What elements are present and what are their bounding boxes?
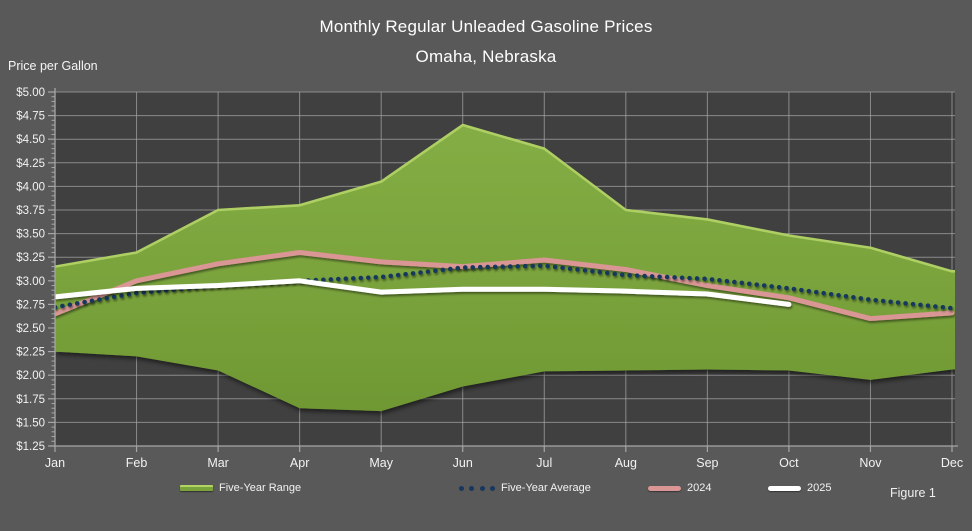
x-axis-month-label: Sep <box>696 456 718 470</box>
y-axis-tick-label: $3.50 <box>16 229 45 241</box>
five-year-range-top-edge <box>55 123 955 273</box>
y-axis-tick-label: $4.50 <box>16 134 45 146</box>
legend-label: 2025 <box>807 482 832 494</box>
figure-caption: Figure 1 <box>890 486 936 500</box>
chart-title: Monthly Regular Unleaded Gasoline Prices… <box>0 12 972 72</box>
five-year-average-swatch <box>459 485 495 491</box>
chart-title-line1: Monthly Regular Unleaded Gasoline Prices <box>319 17 653 36</box>
legend-label: Five-Year Range <box>219 482 302 494</box>
x-axis-month-label: Nov <box>859 456 882 470</box>
y-axis-title: Price per Gallon <box>8 59 98 73</box>
y-axis-tick-label: $1.50 <box>16 417 45 429</box>
y-axis-tick-label: $4.75 <box>16 111 45 123</box>
y-axis-tick-label: $1.75 <box>16 394 45 406</box>
five-year-range-swatch <box>180 485 213 491</box>
x-axis-month-label: Dec <box>941 456 963 470</box>
y-axis-tick-label: $3.75 <box>16 205 45 217</box>
x-axis-month-label: May <box>369 456 393 470</box>
legend-item-2024: 2024 <box>648 481 711 495</box>
series-2024-swatch <box>648 485 681 491</box>
y-axis-tick-label: $2.00 <box>16 370 45 382</box>
y-axis-tick-label: $4.25 <box>16 158 45 170</box>
y-axis-tick-label: $2.75 <box>16 299 45 311</box>
five-year-range-band <box>55 125 955 412</box>
x-axis-month-label: Aug <box>615 456 637 470</box>
x-axis-month-label: Jan <box>45 456 65 470</box>
x-axis-month-label: Apr <box>290 456 309 470</box>
legend-item-five-year-average: Five-Year Average <box>459 481 591 495</box>
y-axis-tick-label: $2.50 <box>16 323 45 335</box>
x-axis-month-label: Mar <box>207 456 229 470</box>
x-axis-month-label: Feb <box>126 456 148 470</box>
x-axis-month-label: Jul <box>536 456 552 470</box>
legend-item-2025: 2025 <box>768 481 831 495</box>
series-2024-line <box>55 249 955 322</box>
y-axis-tick-label: $2.25 <box>16 347 45 359</box>
y-axis-tick-label: $3.00 <box>16 276 45 288</box>
legend-item-five-year-range: Five-Year Range <box>180 481 301 495</box>
series-2025-swatch <box>768 485 801 491</box>
x-axis-month-label: Oct <box>779 456 799 470</box>
y-axis-tick-label: $1.25 <box>16 441 45 453</box>
y-axis-tick-label: $3.25 <box>16 252 45 264</box>
y-axis-tick-label: $4.00 <box>16 181 45 193</box>
legend-label: Five-Year Average <box>501 482 591 494</box>
series-2025-line <box>55 278 792 307</box>
legend-label: 2024 <box>687 482 712 494</box>
chart-title-line2: Omaha, Nebraska <box>415 47 557 66</box>
y-axis-tick-label: $5.00 <box>16 87 45 99</box>
x-axis-month-label: Jun <box>453 456 473 470</box>
